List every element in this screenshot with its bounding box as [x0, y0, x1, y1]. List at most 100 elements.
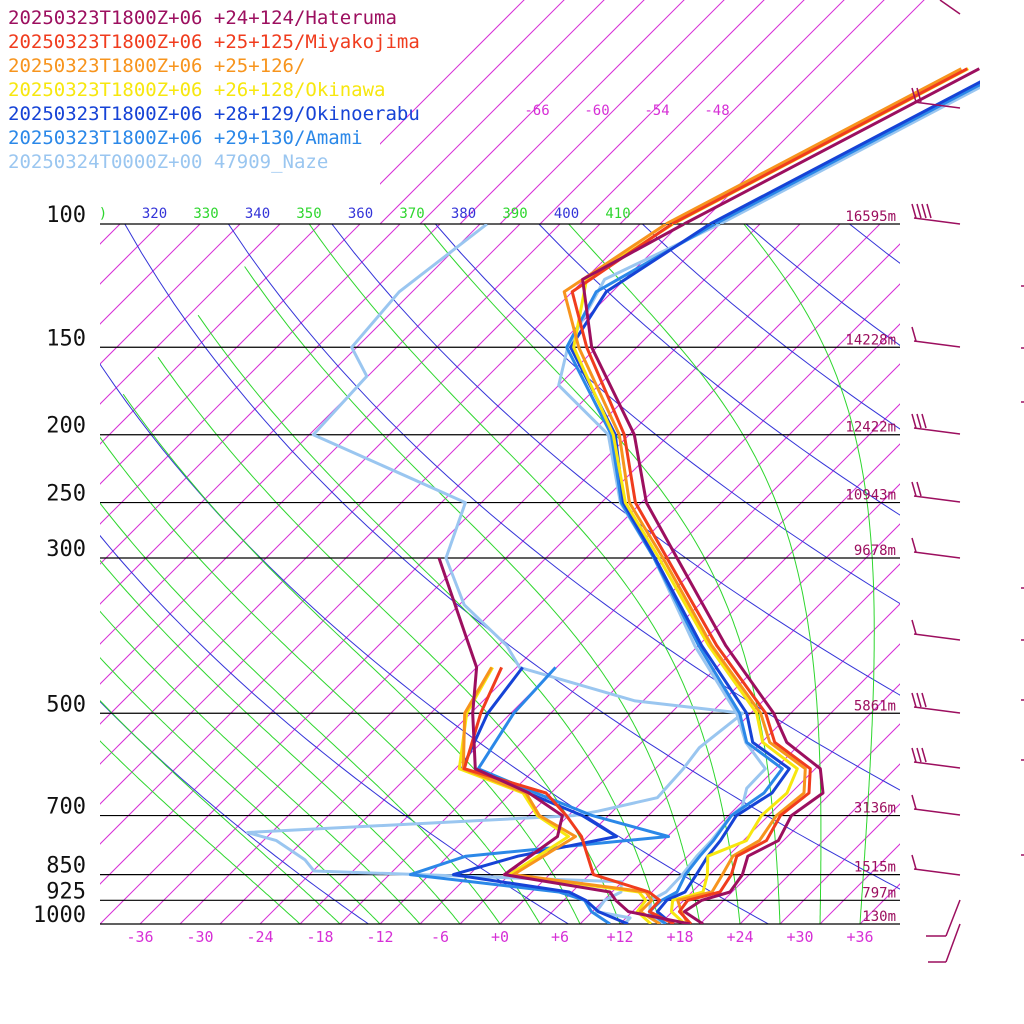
moist-adiabat	[197, 314, 661, 924]
wind-barb	[939, 0, 961, 15]
theta-label: 320	[142, 206, 167, 222]
theta-label: 340	[245, 206, 270, 222]
upper-isotherms	[380, 0, 925, 224]
x-tick-label: +18	[666, 928, 693, 946]
moist-adiabat	[100, 656, 381, 924]
dewpoint-line	[461, 666, 661, 924]
x-tick-label: -18	[306, 928, 333, 946]
isotherm-line	[380, 0, 525, 145]
theta-label: 410	[605, 206, 630, 222]
x-tick-label: +12	[606, 928, 633, 946]
dry-adiabat	[849, 224, 900, 264]
wind-barb	[911, 413, 961, 435]
wind-barb	[911, 747, 961, 769]
temperature-line	[557, 224, 767, 924]
isotherm-line	[100, 224, 721, 845]
temperature-line	[572, 224, 799, 924]
dewpoint-line	[437, 557, 691, 924]
isotherm-line	[179, 224, 881, 924]
height-label: 5861m	[854, 698, 896, 714]
wind-barb	[911, 619, 961, 641]
legend: 20250323T1800Z+06 +24+124/Hateruma 202503…	[8, 7, 420, 173]
isotherm-line	[539, 0, 765, 224]
isotherm-line	[100, 224, 481, 605]
pressure-label: 850	[46, 854, 86, 879]
temperature-line-upper	[671, 67, 968, 224]
moist-adiabat	[100, 740, 301, 924]
theta-label: 360	[348, 206, 373, 222]
isotherm-line	[100, 224, 801, 924]
legend-entry: 20250323T1800Z+06 +26+128/Okinawa	[8, 79, 386, 101]
legend-entry: 20250323T1800Z+06 +24+124/Hateruma	[8, 7, 397, 29]
isotherm-line	[459, 483, 900, 924]
moist-adiabat	[244, 266, 701, 924]
isotherm-line	[779, 803, 900, 924]
moist-adiabat	[100, 436, 541, 924]
x-tick-label: -24	[246, 928, 273, 946]
wind-barb	[911, 326, 961, 348]
isotherm-line	[579, 0, 805, 224]
x-tick-label: +6	[551, 928, 569, 946]
isotherm-line	[579, 603, 900, 924]
dewpoint-line	[246, 224, 745, 924]
temperature-line	[562, 224, 807, 924]
isotherm-line	[100, 224, 441, 565]
isotherm-line	[699, 723, 900, 924]
pressure-label: 1000	[33, 903, 86, 928]
isotherm-line	[100, 224, 561, 685]
isotherm-line	[100, 224, 361, 485]
isotherm-line	[619, 0, 845, 224]
temperature-line-upper	[683, 67, 980, 224]
isotherm-line	[100, 224, 641, 765]
wind-barbs	[911, 0, 1024, 963]
isotherm-line	[0, 224, 40, 924]
isotherm-label: -60	[584, 103, 609, 119]
pressure-label: 700	[46, 795, 86, 820]
profiles	[246, 67, 980, 924]
dewpoint-line	[457, 666, 653, 924]
isotherm-line	[419, 443, 900, 924]
isotherm-line	[219, 243, 900, 924]
dry-adiabat	[227, 224, 900, 791]
isotherm-line	[100, 224, 761, 885]
isotherm-line	[139, 224, 841, 924]
legend-entry: 20250323T1800Z+06 +25+126/	[8, 55, 305, 77]
isotherm-line	[100, 224, 601, 725]
height-label: 12422m	[845, 420, 896, 436]
moist-adiabat	[100, 610, 421, 924]
wind-barb	[911, 87, 961, 109]
moist-adiabats	[100, 224, 875, 924]
theta-label: 400	[554, 206, 579, 222]
height-label: 9678m	[854, 543, 896, 559]
height-label: 1515m	[854, 860, 896, 876]
dry-adiabat	[538, 224, 900, 516]
theta-label: 390	[502, 206, 527, 222]
isotherms	[0, 224, 900, 924]
isotherm-line	[659, 683, 900, 924]
height-label: 14228m	[845, 332, 896, 348]
temperature-line-upper	[709, 80, 980, 224]
pressure-label: 150	[46, 326, 86, 351]
moist-adiabat	[100, 559, 461, 924]
height-label: 130m	[862, 909, 896, 925]
isotherm-line	[299, 323, 900, 924]
isotherm-line	[100, 224, 321, 445]
dry-adiabat	[331, 224, 900, 696]
wind-barb	[911, 692, 961, 714]
isotherm-line	[100, 224, 521, 645]
moist-adiabat	[100, 699, 341, 924]
theta-label: 350	[296, 206, 321, 222]
isotherm-line	[739, 763, 900, 924]
temperature-line	[581, 224, 825, 924]
x-tick-label: +30	[786, 928, 813, 946]
pressure-label: 100	[46, 203, 86, 228]
temperature-line-upper	[719, 85, 980, 224]
isotherm-line	[259, 283, 900, 924]
wind-barb	[926, 899, 961, 963]
isotherm-line	[619, 643, 900, 924]
isotherm-line	[899, 923, 900, 924]
x-tick-label: +36	[846, 928, 873, 946]
wind-barb	[911, 537, 961, 559]
temperature-line	[569, 224, 791, 924]
theta-label: 370	[399, 206, 424, 222]
